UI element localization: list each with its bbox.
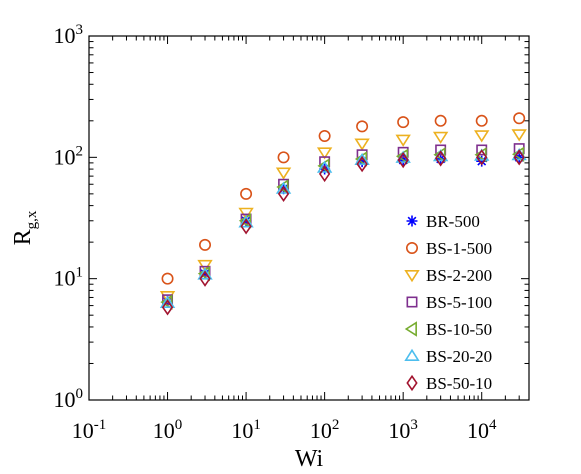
data-point [395, 134, 411, 147]
series-bs-1-500 [161, 112, 526, 285]
data-markers [159, 112, 527, 316]
legend-item: BS-20-20 [404, 347, 492, 366]
legend: BR-500 BS-1-500 BS-2-200 BS-5-100 BS-10-50 BS… [404, 212, 492, 393]
x-tick-label: 103 [388, 417, 418, 443]
legend-label: BR-500 [426, 212, 480, 231]
data-point [316, 147, 333, 160]
y-axis-label-main: R [10, 229, 36, 245]
legend-item: BR-500 [406, 212, 480, 231]
data-point [475, 114, 488, 127]
data-point [159, 295, 176, 308]
data-point [199, 238, 212, 251]
data-point [356, 155, 368, 173]
data-point [397, 151, 409, 169]
legend-item: BS-2-200 [404, 266, 492, 285]
data-point [161, 299, 174, 316]
data-point [277, 185, 290, 203]
x-axis-label: Wi [295, 446, 324, 472]
data-point [356, 120, 369, 133]
data-point [476, 149, 488, 166]
y-tick-label: 102 [54, 143, 84, 169]
legend-marker [404, 321, 417, 337]
data-point [316, 160, 333, 173]
legend-label: BS-1-500 [426, 239, 492, 258]
legend-label: BS-5-100 [426, 293, 492, 312]
legend-marker [405, 242, 418, 255]
data-point [240, 218, 252, 235]
legend-item: BS-5-100 [406, 293, 492, 312]
legend-marker [404, 348, 420, 361]
y-axis-label-sub: g,x [24, 210, 40, 229]
x-tick-label: 102 [310, 417, 340, 443]
data-point [197, 259, 213, 273]
series-bs-50-10 [161, 149, 525, 316]
legend-label: BS-50-10 [426, 374, 492, 393]
data-point [476, 155, 488, 167]
data-point [238, 215, 254, 228]
y-axis-label: Rg,x [10, 210, 40, 245]
legend-label: BS-2-200 [426, 266, 492, 285]
data-point [199, 270, 211, 287]
data-point [197, 267, 213, 280]
data-point [238, 207, 254, 220]
y-tick-label: 100 [54, 386, 84, 412]
legend-item: BS-1-500 [405, 239, 492, 258]
data-point [318, 165, 331, 183]
data-point [511, 129, 527, 142]
x-tick-label: 101 [231, 417, 261, 443]
legend-marker [406, 374, 418, 392]
data-point [275, 181, 292, 194]
data-point [513, 149, 525, 166]
y-tick-label: 103 [54, 22, 84, 48]
x-tick-label: 104 [467, 417, 497, 443]
data-point [199, 268, 211, 280]
legend-marker [406, 296, 418, 308]
data-point [397, 116, 410, 129]
data-point [240, 187, 253, 200]
data-point [161, 272, 174, 285]
data-point [277, 151, 290, 164]
data-point [434, 114, 447, 127]
data-point [354, 152, 370, 165]
data-point [434, 150, 447, 167]
legend-label: BS-10-50 [426, 320, 492, 339]
x-tick-labels: 10-1 100 101 102 103 104 [72, 417, 497, 443]
y-tick-label: 101 [54, 265, 84, 291]
data-point [354, 138, 370, 151]
legend-marker [406, 215, 418, 227]
data-point [474, 130, 490, 143]
y-tick-labels: 100 101 102 103 [54, 22, 84, 412]
data-point [275, 167, 292, 180]
legend-item: BS-50-10 [406, 374, 492, 393]
legend-label: BS-20-20 [426, 347, 492, 366]
data-point [318, 129, 331, 142]
data-point [513, 112, 526, 125]
x-tick-label: 10-1 [72, 417, 107, 443]
x-tick-label: 100 [153, 417, 183, 443]
legend-marker [404, 270, 420, 283]
data-point [432, 131, 449, 144]
axis-ticks [88, 35, 530, 401]
plot-area [88, 35, 530, 401]
legend-item: BS-10-50 [404, 320, 492, 339]
